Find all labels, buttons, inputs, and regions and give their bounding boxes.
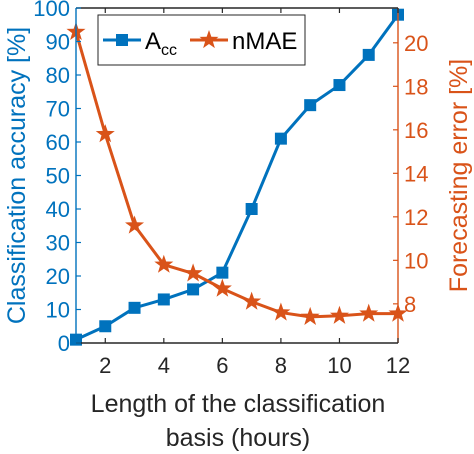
left-tick-label: 70 <box>46 97 70 122</box>
x-tick-label: 6 <box>216 353 228 378</box>
left-tick-label: 100 <box>33 0 70 21</box>
left-tick-label: 90 <box>46 30 70 55</box>
legend-accuracy-label: Acc <box>145 28 177 59</box>
right-tick-label: 16 <box>404 118 428 143</box>
right-tick-label: 12 <box>404 205 428 230</box>
data-point-accuracy <box>333 79 346 92</box>
legend-star-marker-icon <box>199 30 219 49</box>
x-axis-label-line-1: Length of the classification <box>91 390 386 418</box>
x-axis-ticks: 2 4 6 8 10 12 <box>99 8 410 378</box>
data-point-accuracy <box>362 48 375 61</box>
data-point-nmae <box>359 303 379 322</box>
legend-nmae-label: nMAE <box>232 28 297 55</box>
left-axis-ticks: 0 10 20 30 40 50 60 70 80 90 100 <box>33 0 81 356</box>
data-point-nmae <box>242 291 262 310</box>
legend-entry-accuracy: Acc <box>103 28 177 59</box>
left-axis-label: Classification accuracy [%] <box>3 27 31 324</box>
data-point-nmae <box>300 306 320 325</box>
left-tick-label: 0 <box>58 331 70 356</box>
left-tick-label: 30 <box>46 231 70 256</box>
legend: Acc nMAE <box>97 14 306 66</box>
x-tick-label: 12 <box>386 353 410 378</box>
data-point-accuracy <box>216 266 229 279</box>
right-tick-label: 14 <box>404 161 428 186</box>
x-tick-label: 10 <box>327 353 351 378</box>
right-tick-label: 20 <box>404 31 428 56</box>
left-tick-label: 50 <box>46 164 70 189</box>
legend-accuracy-main: A <box>145 28 161 55</box>
data-point-nmae <box>183 263 203 282</box>
legend-square-marker-icon <box>116 34 128 46</box>
legend-entry-nmae: nMAE <box>190 28 297 55</box>
data-point-accuracy <box>304 99 317 112</box>
data-point-accuracy <box>99 320 112 333</box>
data-point-accuracy <box>274 132 287 145</box>
x-axis-label-line-2: basis (hours) <box>166 424 311 452</box>
data-point-accuracy <box>128 301 141 314</box>
right-tick-label: 18 <box>404 74 428 99</box>
data-point-nmae <box>329 305 349 324</box>
data-point-nmae <box>95 124 115 143</box>
right-axis-ticks: 8 10 12 14 16 18 20 <box>393 31 428 317</box>
data-point-nmae <box>125 215 145 234</box>
left-tick-label: 40 <box>46 197 70 222</box>
data-point-nmae <box>271 302 291 321</box>
left-tick-label: 10 <box>46 298 70 323</box>
data-point-accuracy <box>187 283 200 296</box>
x-tick-label: 8 <box>275 353 287 378</box>
right-axis-label: Forecasting error [%] <box>445 59 473 292</box>
x-tick-label: 4 <box>158 353 170 378</box>
right-tick-label: 10 <box>404 248 428 273</box>
data-point-accuracy <box>245 203 258 215</box>
data-point-nmae <box>212 278 232 297</box>
left-tick-label: 60 <box>46 130 70 155</box>
left-tick-label: 20 <box>46 264 70 289</box>
legend-accuracy-subscript: cc <box>161 42 177 59</box>
left-tick-label: 80 <box>46 63 70 88</box>
series-layer <box>66 8 408 346</box>
data-point-accuracy <box>157 293 170 306</box>
data-point-nmae <box>154 254 174 273</box>
right-tick-label: 8 <box>404 292 416 317</box>
x-tick-label: 2 <box>99 353 111 378</box>
